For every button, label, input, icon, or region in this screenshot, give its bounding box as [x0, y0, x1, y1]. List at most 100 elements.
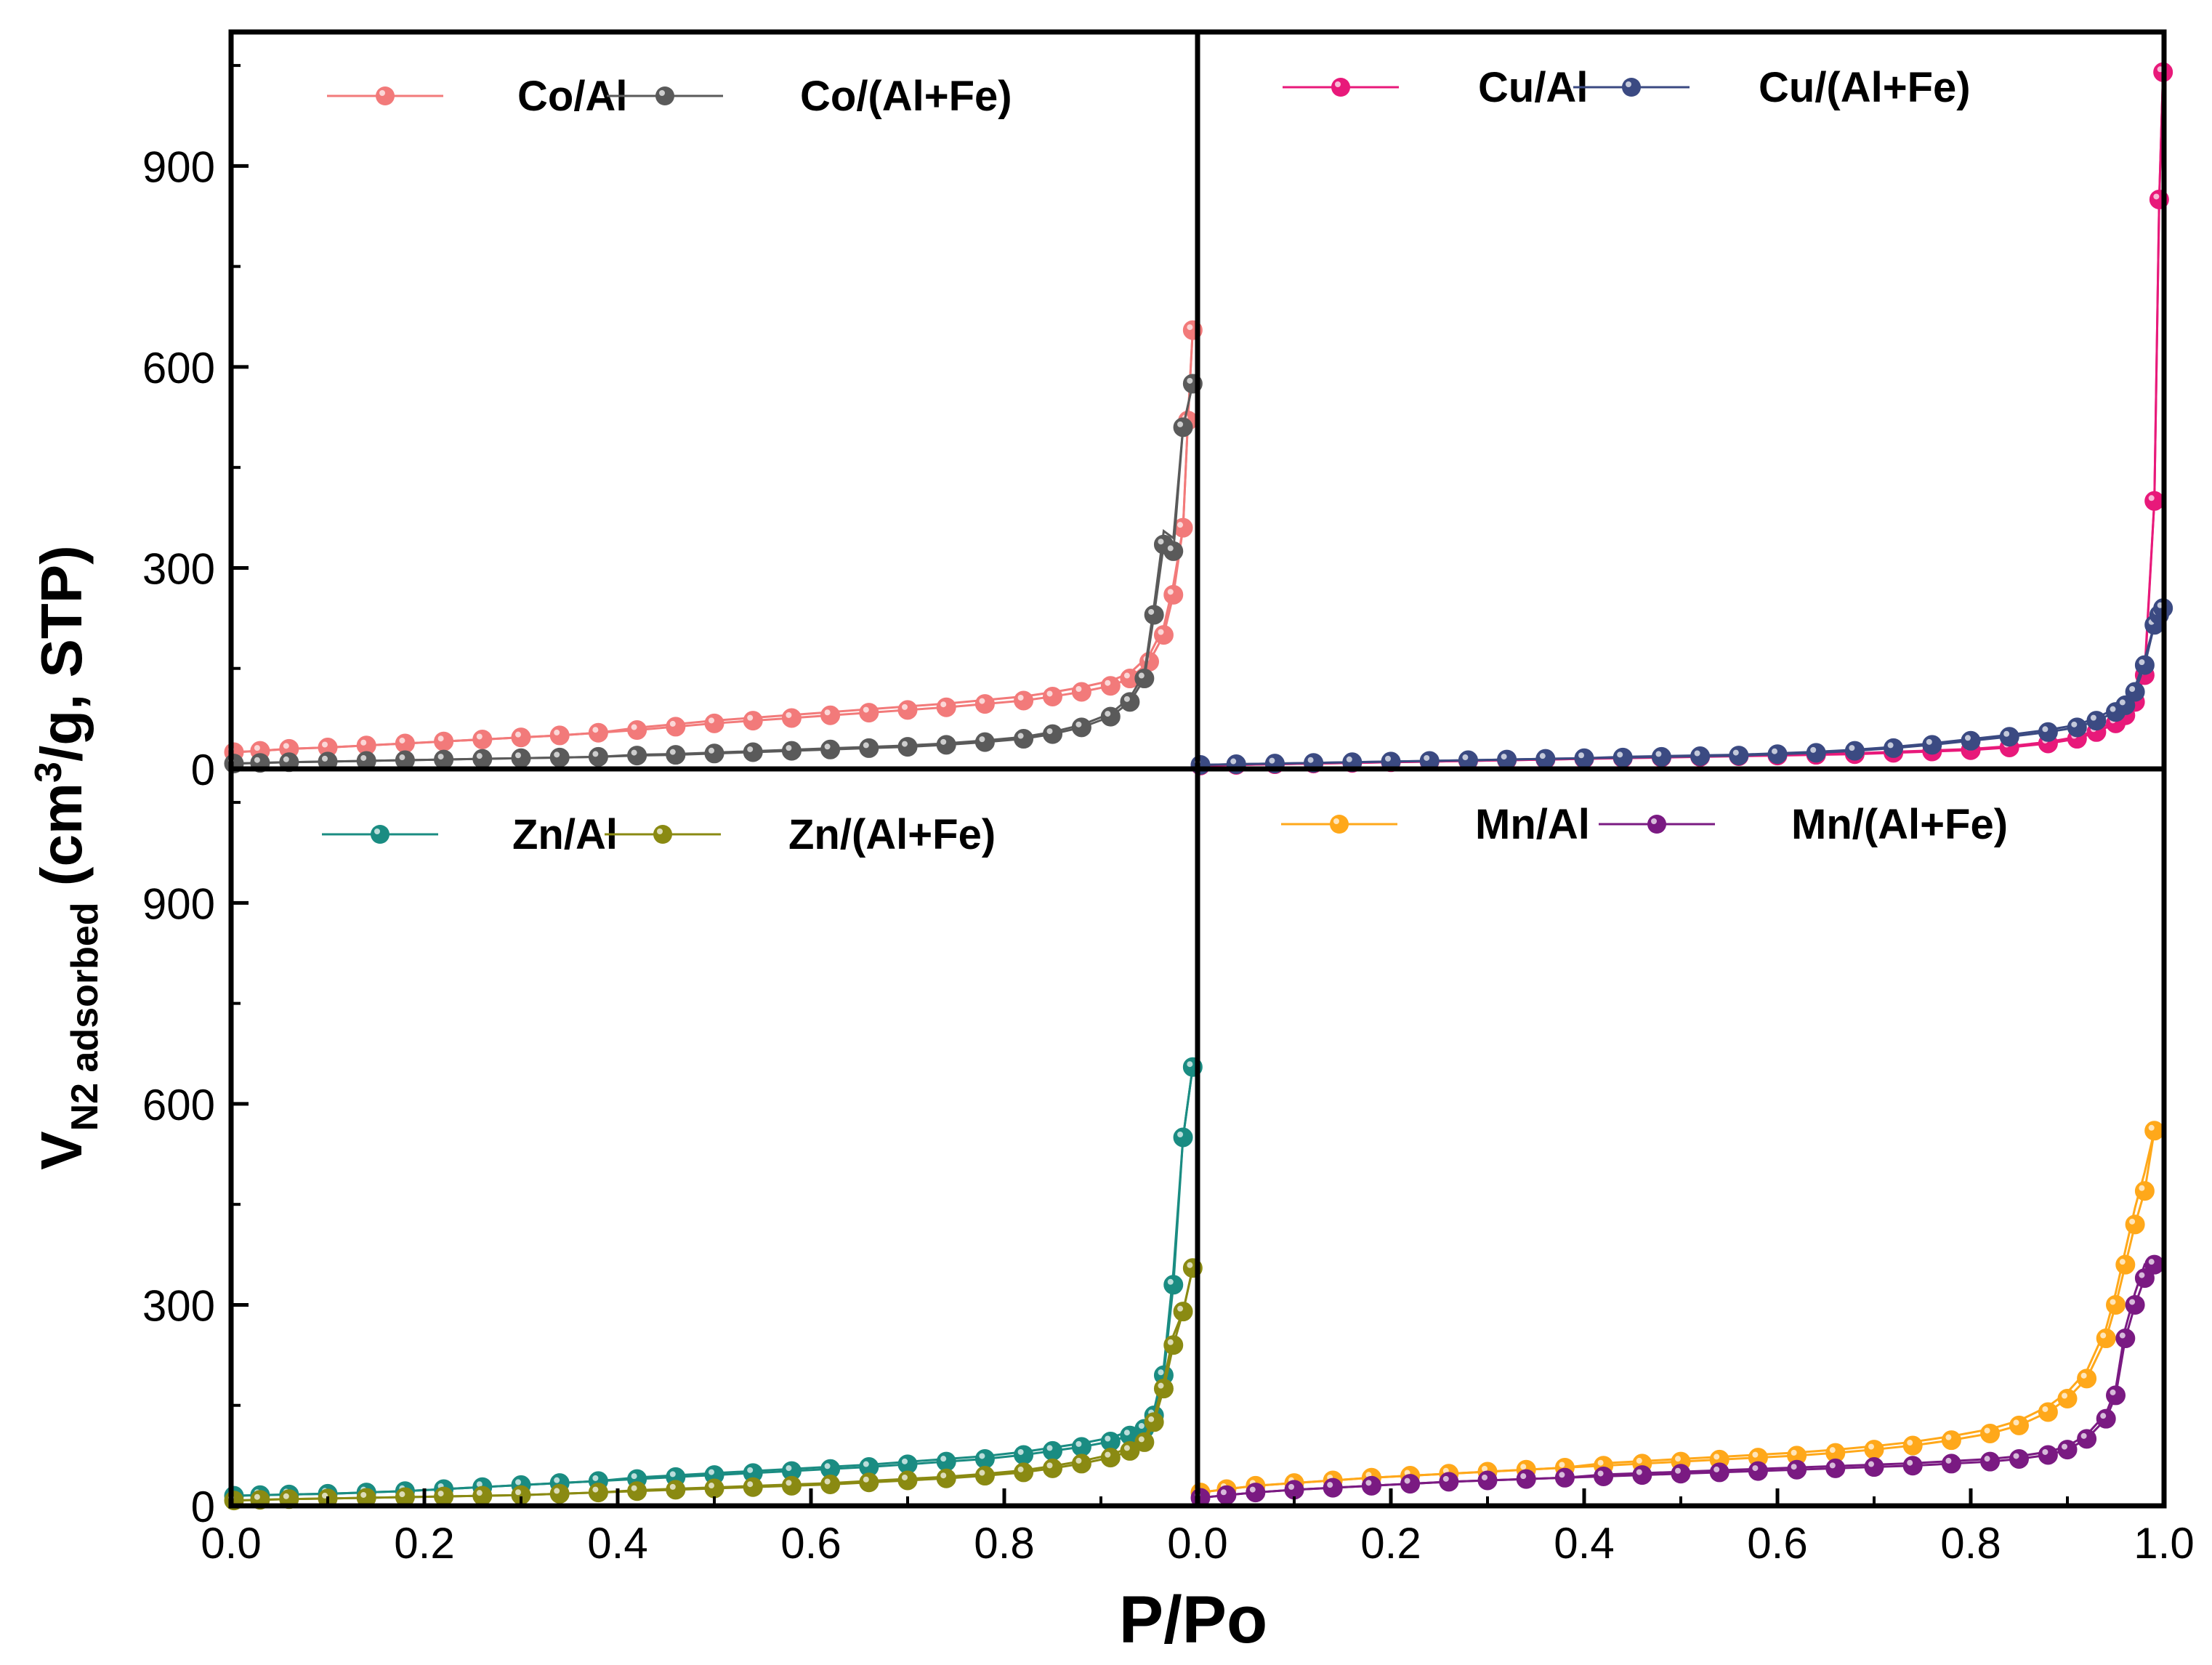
data-point-highlight [902, 1458, 908, 1464]
data-point-highlight [1636, 1457, 1642, 1464]
legend-marker [653, 825, 672, 844]
data-point [666, 717, 686, 737]
data-point-highlight [669, 1483, 676, 1490]
x-tick-label: 0.2 [394, 1519, 454, 1568]
data-point [511, 748, 531, 768]
data-point [2106, 1294, 2126, 1315]
series-line [1200, 1130, 2156, 1494]
data-point [1163, 541, 1184, 561]
data-point-highlight [940, 701, 947, 708]
data-point-highlight [1365, 1480, 1372, 1486]
data-point-highlight [2110, 706, 2116, 712]
data-point-highlight [1385, 755, 1391, 762]
data-point [1153, 625, 1174, 645]
panel-top-left: Co/Al Co/(Al+Fe) [224, 73, 1203, 774]
data-point-highlight [747, 714, 754, 721]
data-point-highlight [2148, 495, 2155, 501]
data-point-highlight [1167, 1339, 1174, 1345]
data-point-highlight [979, 1453, 985, 1459]
data-point-highlight [2139, 659, 2145, 666]
data-point [1690, 746, 1711, 766]
data-point-highlight [863, 1476, 869, 1483]
data-point-highlight [1907, 1440, 1913, 1446]
legend-marker-highlight [1333, 818, 1339, 824]
data-point [472, 749, 493, 769]
panel-bottom-left: Zn/Al Zn/(Al+Fe) [224, 811, 1203, 1511]
data-point [2077, 1368, 2097, 1389]
data-point [395, 733, 415, 754]
data-point-highlight [592, 727, 599, 733]
data-point-highlight [1442, 1475, 1449, 1482]
data-point [1043, 686, 1062, 706]
data-point-highlight [1791, 1449, 1797, 1456]
legend-marker-highlight [1626, 81, 1631, 87]
data-point [549, 725, 570, 746]
data-point-highlight [979, 1470, 985, 1476]
data-point-highlight [863, 706, 869, 713]
data-point-highlight [2129, 1218, 2136, 1225]
legend-label: Zn/Al [512, 811, 618, 858]
data-point [549, 1483, 570, 1504]
data-point-highlight [1123, 1445, 1130, 1451]
x-tick-label: 0.6 [1747, 1519, 1807, 1568]
data-point [1922, 735, 1942, 755]
y-axis-title-rest: (cm [29, 783, 94, 903]
data-point-highlight [709, 747, 714, 754]
data-point-highlight [1462, 754, 1469, 761]
data-point-highlight [554, 751, 560, 758]
data-point-highlight [1482, 1465, 1488, 1472]
data-point-highlight [747, 1481, 754, 1488]
data-point-highlight [1829, 1447, 1836, 1454]
data-point-highlight [1187, 1262, 1193, 1268]
legend-marker-highlight [1651, 818, 1657, 824]
data-point [1902, 1435, 1923, 1456]
data-point [2077, 1429, 2097, 1449]
data-point-highlight [2119, 1332, 2126, 1339]
series-line-desorption [1200, 1130, 2156, 1494]
data-point-highlight [254, 1493, 260, 1500]
data-point [2106, 1385, 2126, 1406]
data-point [1216, 1485, 1237, 1505]
data-point [1477, 1470, 1498, 1491]
data-point-highlight [979, 736, 985, 743]
data-point-highlight [940, 1472, 947, 1479]
data-point-highlight [2148, 1124, 2155, 1131]
data-point [1284, 1480, 1304, 1500]
series-line-desorption [1200, 72, 2165, 767]
x-tick-label: 0.4 [1554, 1519, 1614, 1568]
data-point-highlight [2139, 1272, 2145, 1278]
data-point [1535, 749, 1556, 769]
data-point-highlight [1138, 672, 1145, 679]
data-point [1980, 1423, 2001, 1443]
data-point-highlight [1123, 672, 1130, 679]
legend-marker [1647, 815, 1666, 834]
data-point-highlight [824, 1478, 831, 1485]
data-point-highlight [1424, 754, 1430, 761]
y-tick-label: 300 [142, 1281, 215, 1330]
data-point-highlight [554, 1477, 560, 1483]
data-point-highlight [1984, 1456, 1990, 1462]
data-point-highlight [1105, 680, 1111, 686]
data-point-highlight [1404, 1477, 1410, 1484]
data-point-highlight [1714, 1466, 1720, 1472]
data-point-highlight [1597, 1459, 1604, 1466]
data-point [1439, 1472, 1459, 1492]
data-point [1163, 584, 1184, 605]
data-point [1246, 1483, 1266, 1503]
data-point [1100, 706, 1121, 727]
data-point-highlight [631, 749, 637, 756]
data-point-highlight [360, 754, 367, 761]
series-mn-al-fe- [1190, 1254, 2165, 1508]
data-point-highlight [2110, 1299, 2116, 1305]
plot-frame [228, 29, 2167, 1509]
data-point [897, 737, 918, 757]
data-point-highlight [1346, 756, 1352, 762]
data-point-highlight [1945, 1457, 1952, 1464]
data-point-highlight [283, 1493, 289, 1499]
data-point [1014, 1445, 1034, 1465]
data-point [743, 1477, 763, 1497]
y-axis-title-sub: N2 adsorbed [64, 902, 106, 1131]
data-point [1941, 1454, 1961, 1474]
data-point [1014, 729, 1034, 749]
data-point-highlight [1887, 742, 1894, 749]
